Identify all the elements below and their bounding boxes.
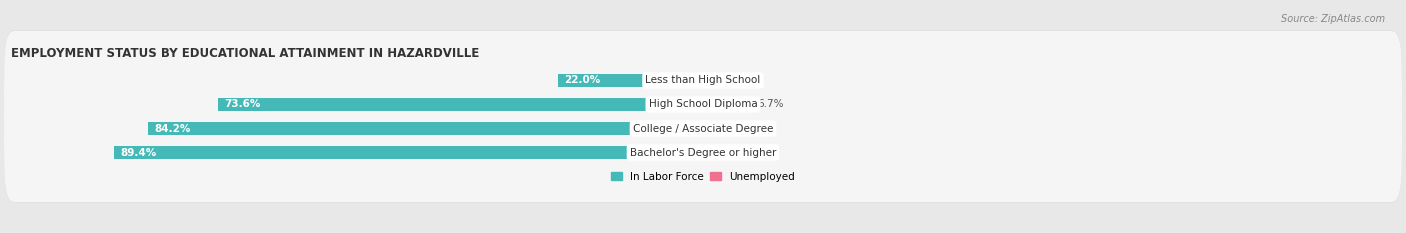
FancyBboxPatch shape <box>4 55 1402 154</box>
Bar <box>558 74 703 87</box>
Bar <box>703 98 747 111</box>
Bar <box>218 98 703 111</box>
FancyBboxPatch shape <box>4 103 1402 202</box>
Text: 73.6%: 73.6% <box>225 99 260 110</box>
Text: 0.8%: 0.8% <box>718 147 745 158</box>
Text: Source: ZipAtlas.com: Source: ZipAtlas.com <box>1281 14 1385 24</box>
Text: Less than High School: Less than High School <box>645 75 761 86</box>
FancyBboxPatch shape <box>4 79 1402 178</box>
Text: 0.0%: 0.0% <box>713 75 740 86</box>
Text: College / Associate Degree: College / Associate Degree <box>633 123 773 134</box>
Text: Bachelor's Degree or higher: Bachelor's Degree or higher <box>630 147 776 158</box>
FancyBboxPatch shape <box>4 103 1402 202</box>
Text: 22.0%: 22.0% <box>565 75 600 86</box>
Bar <box>114 146 703 159</box>
Text: High School Diploma: High School Diploma <box>648 99 758 110</box>
Text: 6.7%: 6.7% <box>756 99 783 110</box>
Text: EMPLOYMENT STATUS BY EDUCATIONAL ATTAINMENT IN HAZARDVILLE: EMPLOYMENT STATUS BY EDUCATIONAL ATTAINM… <box>11 47 479 60</box>
FancyBboxPatch shape <box>4 31 1402 130</box>
Bar <box>148 122 703 135</box>
FancyBboxPatch shape <box>4 31 1402 130</box>
Text: 89.4%: 89.4% <box>120 147 156 158</box>
Bar <box>703 146 709 159</box>
Text: 84.2%: 84.2% <box>155 123 191 134</box>
FancyBboxPatch shape <box>4 55 1402 154</box>
Text: 1.6%: 1.6% <box>724 123 749 134</box>
FancyBboxPatch shape <box>4 79 1402 178</box>
Bar <box>703 122 714 135</box>
Legend: In Labor Force, Unemployed: In Labor Force, Unemployed <box>612 171 794 182</box>
